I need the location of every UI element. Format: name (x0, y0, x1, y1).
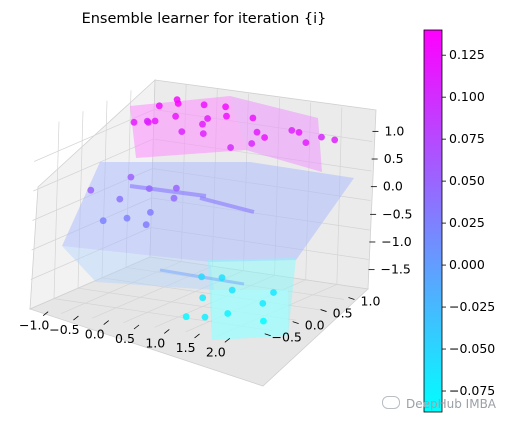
scatter-point (170, 194, 178, 202)
colorbar-tick-label: −0.050 (449, 341, 495, 356)
x-tick-mark (42, 311, 49, 316)
x-tick-mark (224, 338, 231, 343)
scatter-point (218, 274, 226, 282)
colorbar-ticks: 0.125 0.100 0.075 0.050 0.025 0.000 −0.025 −0.0… (442, 47, 495, 398)
x-tick-label: −1.0 (19, 318, 49, 333)
scatter-point (331, 136, 339, 144)
grid-line (53, 121, 60, 299)
scatter-point (261, 134, 268, 141)
surface-step-low-face (212, 290, 288, 340)
scatter-point (260, 317, 267, 325)
x-tick-label: 1.5 (176, 340, 196, 355)
grid-line (33, 138, 154, 192)
scatter-point (123, 214, 131, 222)
scatter-points (87, 96, 339, 325)
scatter-point (318, 133, 325, 141)
scatter-point (178, 128, 186, 136)
scatter-point (172, 112, 180, 120)
scatter-point (295, 129, 303, 136)
scatter-point (302, 139, 310, 147)
chat-bubble-icon (382, 396, 400, 409)
x-tick-label: 2.0 (206, 344, 226, 359)
colorbar-tick-label: 0.000 (449, 257, 485, 272)
y-tick-label: 1.0 (361, 294, 381, 309)
y-tick-mark (348, 297, 355, 300)
scatter-point (248, 140, 256, 147)
scatter-point (173, 184, 180, 192)
scatter-point (147, 209, 154, 216)
z-tick-label: −1.5 (381, 262, 411, 277)
colorbar-tick-label: 0.075 (449, 131, 485, 146)
colorbar-tick-label: −0.075 (449, 383, 495, 398)
y-tick-label: 0.0 (305, 318, 325, 333)
watermark-text: DeepHub IMBA (406, 397, 497, 411)
colorbar-gradient (423, 29, 443, 413)
colorbar-tick-label: 0.025 (449, 215, 485, 230)
scatter-point (288, 126, 296, 134)
scatter-point (222, 103, 230, 111)
x-tick-label: 1.0 (145, 335, 165, 350)
y-tick-mark (264, 333, 271, 337)
scatter-point (270, 289, 277, 296)
scatter-point (199, 130, 207, 138)
y-tick-label: 0.5 (333, 306, 353, 321)
colorbar: 0.125 0.100 0.075 0.050 0.025 0.000 −0.025 −0.0… (423, 29, 495, 413)
scatter-point (259, 300, 267, 307)
scatter-point (155, 102, 163, 110)
y-tick-label: −0.5 (272, 330, 302, 345)
x-tick-mark (73, 315, 79, 321)
grid-line (77, 111, 84, 289)
surface-ridge (199, 196, 255, 214)
scatter-point (99, 217, 107, 225)
x-tick-mark (103, 320, 109, 325)
z-tick-label: 0.5 (384, 151, 404, 166)
scatter-point (116, 195, 124, 203)
scatter-point (87, 186, 95, 194)
colorbar-tick-label: 0.100 (449, 89, 485, 104)
scatter-point (200, 101, 208, 109)
scatter-point (223, 112, 230, 120)
scatter-point (199, 120, 206, 128)
z-tick-label: 1.0 (385, 123, 405, 138)
scatter-point (253, 128, 261, 136)
surface-layer (62, 96, 354, 340)
scatter-point (182, 313, 190, 321)
y-tick-mark (320, 309, 327, 312)
scatter-point (201, 313, 209, 321)
x-tick-mark (133, 324, 140, 330)
scatter-point (224, 310, 232, 317)
colorbar-tick-label: 0.125 (449, 47, 485, 62)
x-tick-mark (164, 329, 170, 334)
chart-title: Ensemble learner for iteration {i} (82, 11, 327, 27)
scatter-point (228, 286, 236, 294)
scatter-point (145, 185, 153, 193)
z-tick-label: 0.0 (383, 179, 403, 194)
scatter-point (174, 100, 182, 107)
surface-step-high-left (130, 96, 246, 158)
scatter-point (198, 273, 206, 281)
scatter-point (204, 115, 212, 122)
watermark: DeepHub IMBA (382, 396, 496, 411)
x-tick-label: 0.0 (85, 327, 105, 342)
surface-ridge (129, 184, 207, 198)
x-tick-label: −0.5 (49, 322, 79, 337)
axis-tick-labels: −1.0 −0.5 0.0 0.5 1.0 1.5 2.0−0.50.00.51.0−1.5… (19, 123, 412, 359)
scatter-point (145, 118, 152, 126)
scatter-point (199, 294, 207, 302)
x-tick-mark (194, 333, 200, 339)
scatter-point (127, 173, 135, 181)
colorbar-tick-label: 0.050 (449, 173, 485, 188)
scatter-point (151, 117, 159, 125)
scatter-point (249, 114, 257, 122)
surface-step-mid-floor (62, 246, 214, 290)
scatter-point (130, 118, 138, 126)
z-tick-label: −0.5 (382, 206, 412, 221)
y-tick-mark (292, 321, 299, 325)
x-tick-label: 0.5 (115, 331, 135, 346)
scatter-point (227, 144, 235, 151)
scatter-point (142, 221, 150, 229)
z-tick-label: −1.0 (381, 234, 411, 249)
colorbar-tick-label: −0.025 (449, 299, 495, 314)
